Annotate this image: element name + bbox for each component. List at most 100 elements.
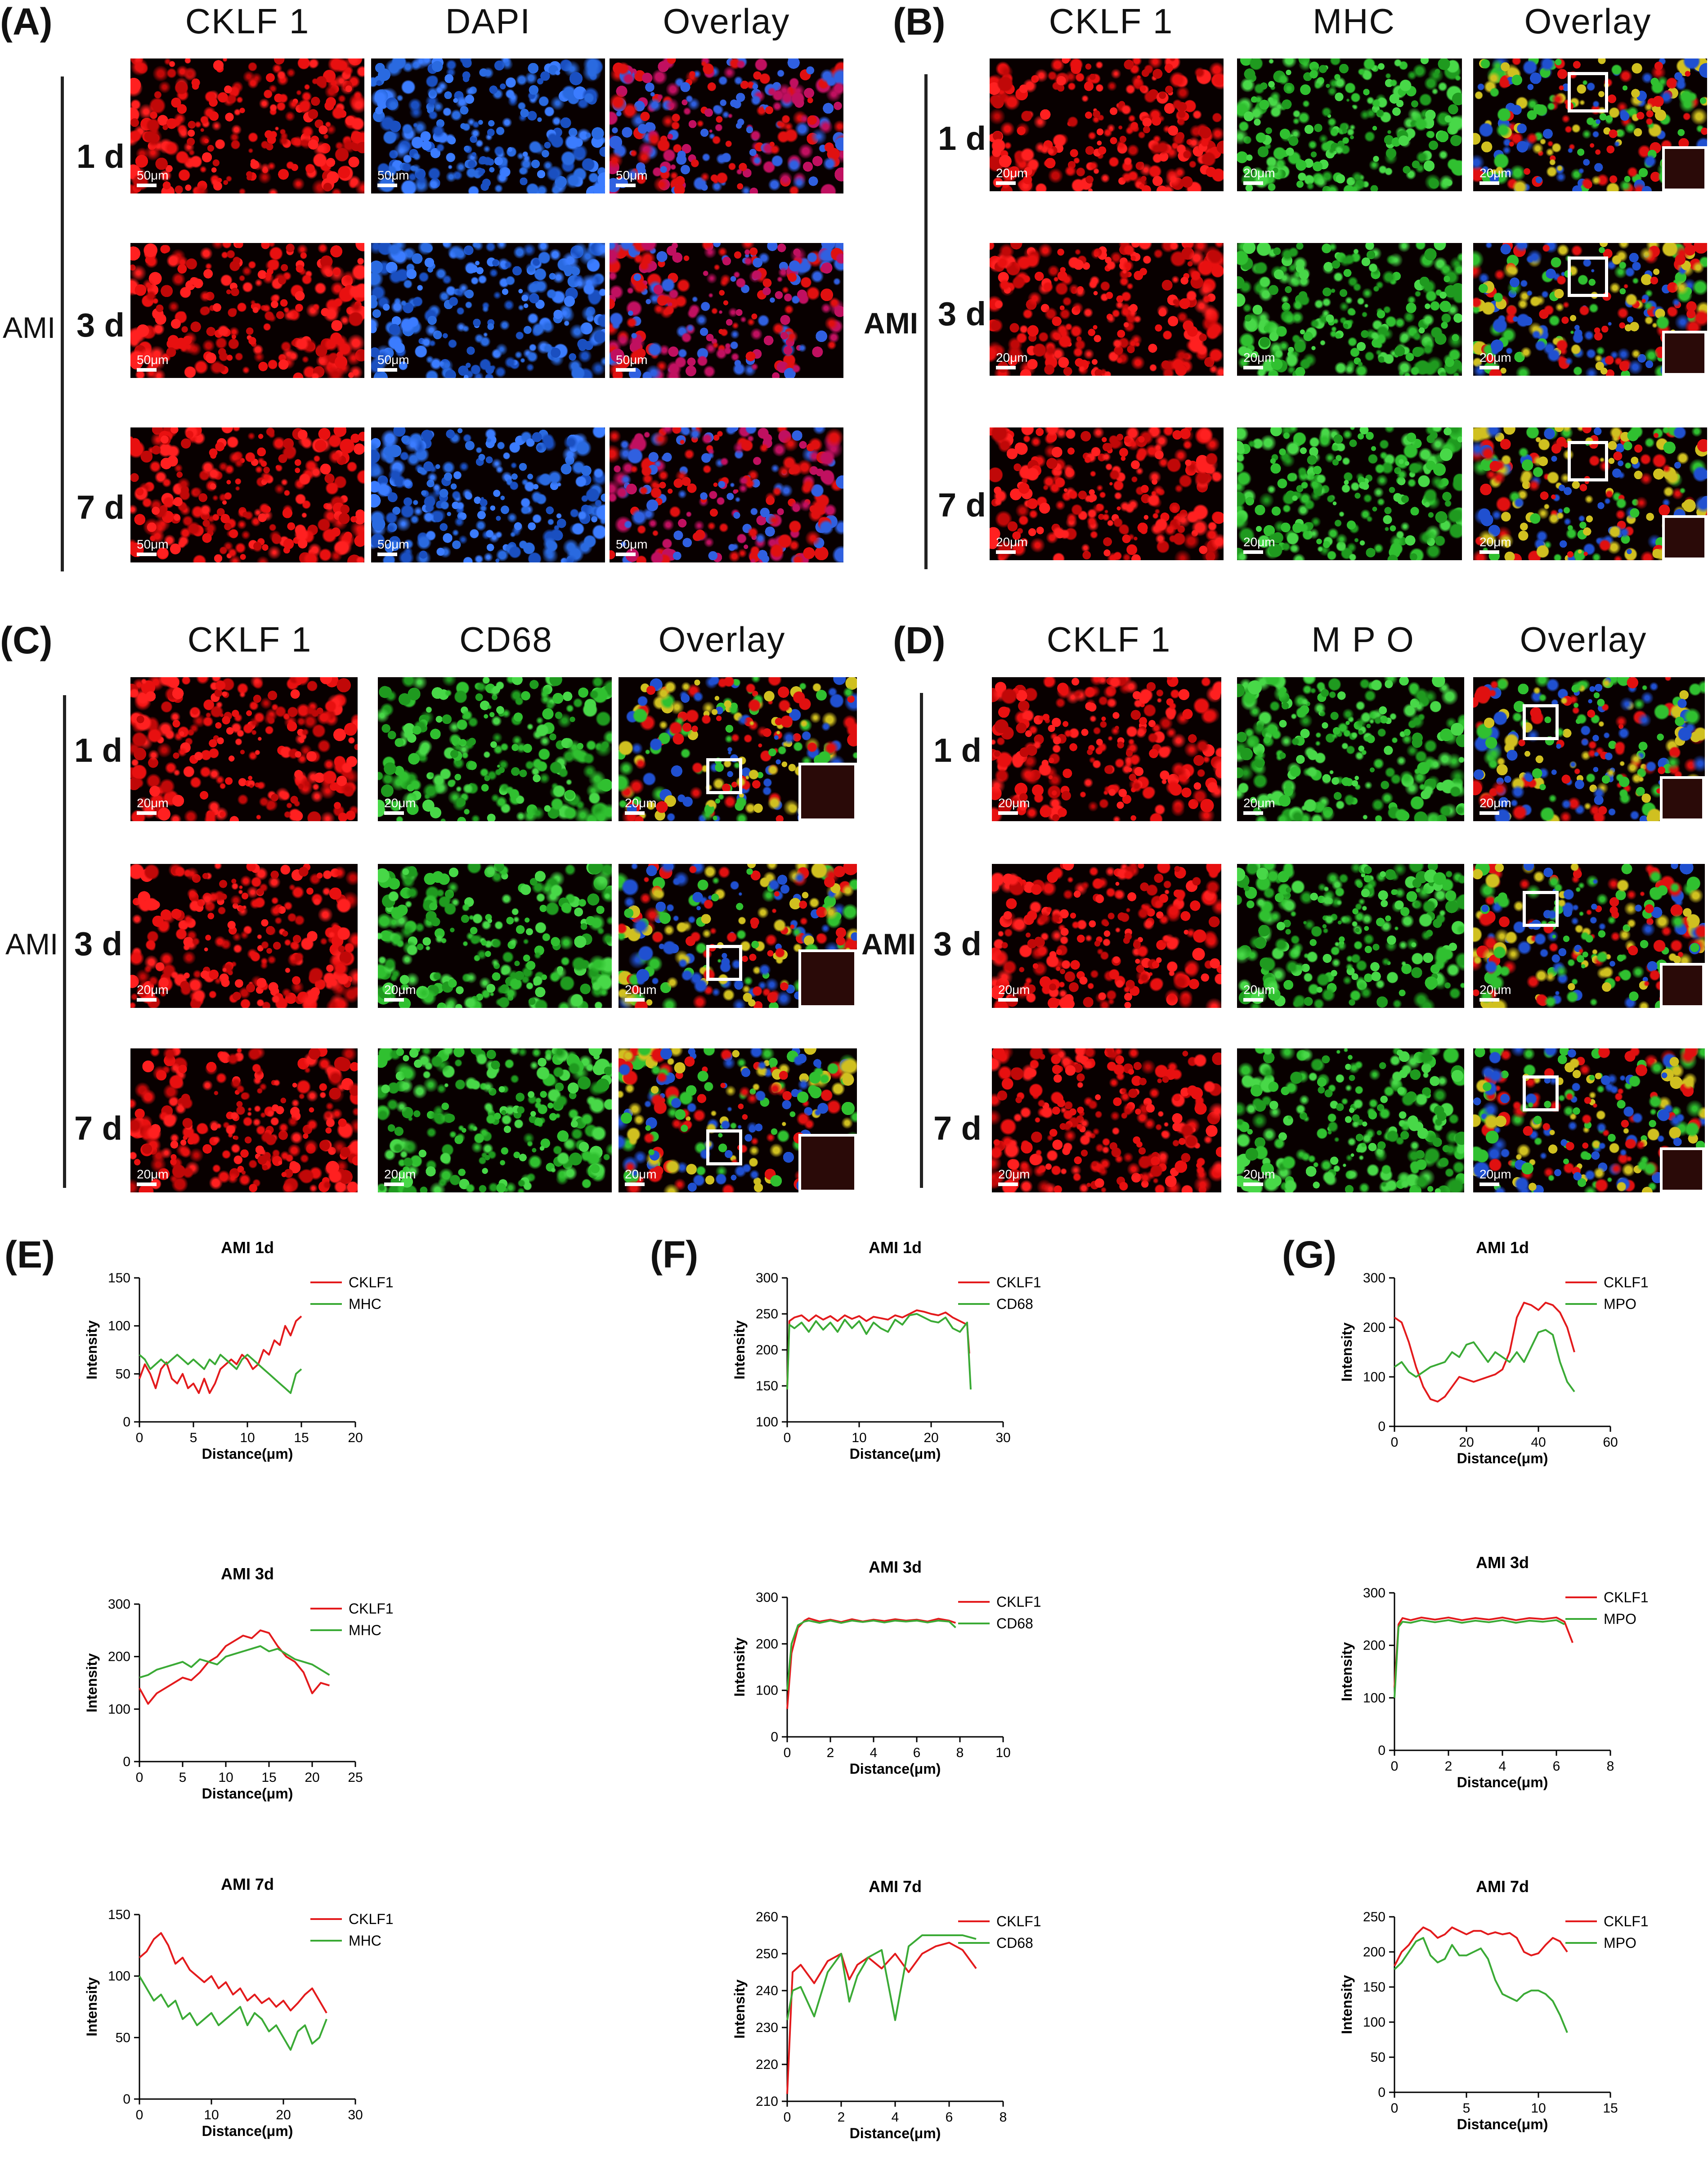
scale-bar-line [625, 998, 645, 1002]
row-label-a-3d: 3 d [76, 306, 125, 344]
col-header-a-1: CKLF 1 [185, 1, 310, 41]
scale-bar: 20μm [1243, 167, 1275, 185]
micrograph-texture [610, 243, 843, 378]
row-label-a-1d: 1 d [76, 138, 125, 175]
y-tick-label: 0 [771, 1730, 778, 1744]
scale-bar-label: 20μm [1479, 351, 1511, 364]
micrograph-texture [990, 58, 1224, 191]
scale-bar: 20μm [998, 797, 1030, 815]
scale-bar-line [1479, 181, 1499, 185]
micrograph-texture [130, 58, 364, 193]
group-label-d: AMI [861, 927, 916, 961]
col-header-c-2: CD68 [459, 620, 553, 659]
scale-bar-line [996, 550, 1016, 554]
scale-bar: 20μm [1243, 984, 1275, 1002]
scale-bar: 20μm [137, 984, 169, 1002]
legend-label-mpo: MPO [1604, 1935, 1636, 1951]
zoom-inset [798, 1134, 857, 1192]
line-chart-f1d: AMI 1d 0 10 20 30 100 150 200 250 300 Distance(μm)… [720, 1233, 1071, 1462]
x-tick-label: 10 [995, 1745, 1010, 1760]
y-tick-label: 240 [756, 1983, 778, 1998]
scale-bar: 20μm [1479, 536, 1511, 554]
series-line-cd68 [786, 1313, 972, 1390]
chart-svg: AMI 3d 0 5 10 15 20 25 0 100 200 300 Distance(μm) In… [84, 1565, 394, 1802]
micrograph-tile: 50μm [610, 58, 843, 193]
series-line-cklf1 [786, 1942, 977, 2094]
chart-title: AMI 3d [221, 1565, 274, 1583]
scale-bar-line [1479, 550, 1499, 554]
micrograph-texture [610, 427, 843, 562]
micrograph-tile: 20μm [992, 1048, 1221, 1192]
scale-bar-line [998, 998, 1018, 1002]
micrograph-tile: 20μm [992, 864, 1221, 1008]
y-tick-label: 300 [756, 1271, 778, 1286]
x-tick-label: 10 [852, 1430, 866, 1445]
y-tick-label: 0 [1378, 1743, 1385, 1758]
line-chart-e3d: AMI 3d 0 5 10 15 20 25 0 100 200 300 Distance(μm) In… [72, 1559, 423, 1802]
x-tick-label: 15 [1603, 2101, 1618, 2116]
scale-bar-line [137, 184, 157, 187]
chart-svg: AMI 7d 0 10 20 30 0 50 100 150 Distance(μm) Intens… [84, 1875, 394, 2139]
micrograph-texture [1237, 864, 1464, 1008]
scale-bar: 20μm [998, 1168, 1030, 1186]
micrograph-texture [130, 677, 358, 821]
scale-bar-label: 20μm [625, 1167, 657, 1181]
micrograph-texture [1237, 1048, 1464, 1192]
series-line-cd68 [786, 1934, 977, 2021]
y-tick-label: 50 [1371, 2050, 1385, 2065]
x-tick-label: 4 [1499, 1759, 1506, 1774]
y-tick-label: 50 [116, 2030, 130, 2045]
scale-bar-line [1479, 811, 1499, 815]
legend-label-cklf1: CKLF1 [1604, 1913, 1649, 1929]
y-tick-label: 100 [756, 1683, 778, 1698]
scale-bar-label: 20μm [137, 796, 169, 810]
scale-bar-line [1479, 998, 1499, 1002]
scale-bar-line [616, 368, 636, 372]
scale-bar-label: 50μm [377, 537, 409, 551]
x-axis-label: Distance(μm) [850, 1446, 941, 1462]
scale-bar-line [996, 366, 1016, 369]
legend-label-cklf1: CKLF1 [1604, 1274, 1649, 1290]
panel-letter-e: (E) [4, 1233, 55, 1276]
legend-label-cd68: CD68 [996, 1296, 1033, 1312]
y-axis-label: Intensity [1339, 1642, 1355, 1701]
x-tick-label: 25 [348, 1770, 363, 1785]
row-label-d-3d: 3 d [933, 925, 982, 962]
y-tick-label: 220 [756, 2057, 778, 2072]
y-axis-label: Intensity [84, 1320, 100, 1380]
y-tick-label: 100 [108, 1969, 130, 1984]
y-tick-label: 210 [756, 2094, 778, 2109]
panel-letter-d: (D) [893, 619, 946, 661]
scale-bar: 50μm [137, 354, 169, 372]
micrograph-tile: 20μm [1473, 58, 1707, 191]
scale-bar: 20μm [1243, 536, 1275, 554]
x-tick-label: 6 [946, 2110, 953, 2125]
y-tick-label: 150 [108, 1271, 130, 1286]
scale-bar-line [384, 998, 404, 1002]
x-tick-label: 2 [838, 2110, 845, 2125]
scale-bar-line [1243, 1182, 1263, 1186]
zoom-inset [1662, 331, 1707, 376]
micrograph-texture [610, 58, 843, 193]
y-tick-label: 150 [108, 1907, 130, 1922]
x-tick-label: 2 [827, 1745, 834, 1760]
chart-svg: AMI 1d 0 5 10 15 20 0 50 100 150 Distance(μm) Inten… [84, 1238, 394, 1462]
micrograph-texture [990, 243, 1224, 376]
scale-bar: 50μm [377, 169, 409, 187]
x-tick-label: 0 [1391, 1759, 1399, 1774]
micrograph-tile: 20μm [378, 1048, 612, 1192]
y-tick-label: 300 [108, 1597, 130, 1612]
scale-bar: 20μm [384, 984, 416, 1002]
scale-bar-label: 20μm [384, 983, 416, 997]
micrograph-texture [378, 677, 612, 821]
x-tick-label: 15 [294, 1430, 309, 1445]
scale-bar: 20μm [996, 536, 1028, 554]
x-tick-label: 20 [348, 1430, 363, 1445]
micrograph-tile: 20μm [619, 1048, 857, 1192]
legend-label-mpo: MPO [1604, 1296, 1636, 1312]
x-tick-label: 5 [179, 1770, 187, 1785]
roi-box [706, 758, 742, 794]
row-label-c-7d: 7 d [74, 1110, 122, 1147]
micrograph-texture [1237, 677, 1464, 821]
y-tick-label: 300 [1363, 1586, 1385, 1601]
